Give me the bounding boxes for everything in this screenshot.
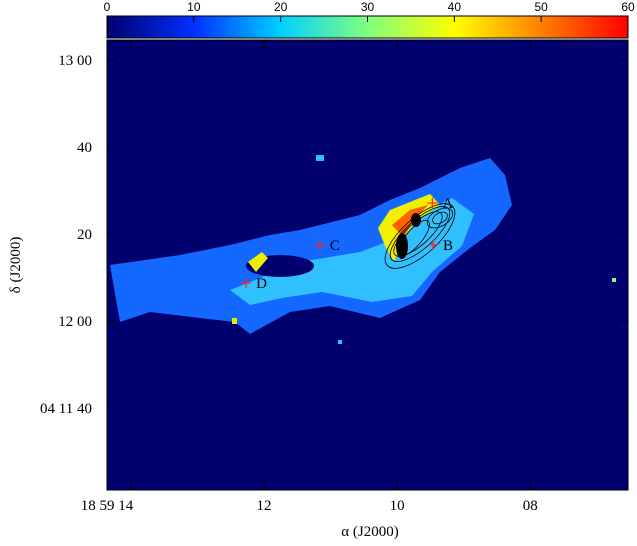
colorbar-ticks: 0 10 20 30 40 50 60 (104, 0, 635, 22)
marker-label: D (256, 276, 267, 292)
colorbar-tick-label: 40 (448, 0, 462, 14)
y-tick-label: 40 (77, 140, 92, 156)
marker (241, 278, 252, 289)
colorbar-tick-label: 20 (274, 0, 288, 14)
colorbar-tick-label: 10 (187, 0, 201, 14)
plot-frame (106, 39, 629, 491)
y-tick-label: 20 (77, 227, 92, 243)
colorbar-tick-label: 0 (104, 0, 111, 14)
colorbar-tick-label: 30 (361, 0, 375, 14)
y-tick-label: 12 00 (58, 314, 92, 330)
marker (428, 239, 439, 250)
emission-map (110, 155, 616, 344)
x-tick-label: 10 (390, 498, 405, 514)
y-tick-label: 04 11 40 (40, 401, 92, 417)
y-axis-label: δ (J2000) (8, 237, 24, 294)
colorbar-tick-label: 50 (534, 0, 548, 14)
x-tick-label: 08 (523, 498, 538, 514)
x-tick-label: 12 (257, 498, 272, 514)
marker (314, 239, 325, 250)
y-tick-label: 13 00 (58, 53, 92, 69)
marker (427, 198, 438, 209)
marker-label: B (443, 238, 453, 254)
marker-label: C (330, 238, 340, 254)
colorbar-tick-label: 60 (621, 0, 635, 14)
x-tick-label: 18 59 14 (81, 498, 134, 514)
x-axis-label: α (J2000) (341, 524, 398, 540)
marker-label: A (442, 196, 453, 212)
